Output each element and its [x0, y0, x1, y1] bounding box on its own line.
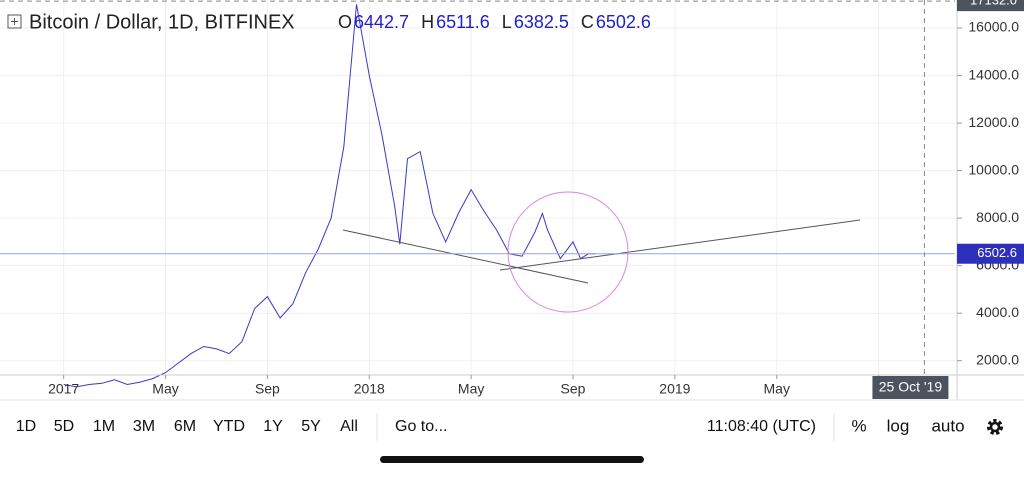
x-tick-label: May: [458, 381, 484, 397]
range-button[interactable]: 1D: [16, 418, 36, 435]
expand-icon[interactable]: [7, 14, 22, 29]
clock: 11:08:40 (UTC): [707, 418, 816, 435]
ohlc-label: L: [502, 12, 512, 32]
ohlc-value: 6502.6: [596, 12, 651, 32]
x-tick-label: May: [764, 381, 790, 397]
range-button[interactable]: 1Y: [263, 418, 283, 435]
x-tick-label: Sep: [255, 381, 280, 397]
ohlc-value: 6511.6: [436, 12, 490, 32]
ohlc-label: H: [421, 12, 434, 32]
settings-icon: [987, 419, 1003, 435]
crosshair-price-box: [957, 0, 1024, 12]
x-tick-label: 2018: [354, 381, 385, 397]
x-tick-label: May: [152, 381, 178, 397]
ohlc-value: 6442.7: [354, 12, 409, 32]
crosshair-date-box: [872, 376, 949, 399]
y-tick-label: 2000.0: [976, 351, 1019, 367]
y-tick-label: 16000.0: [968, 19, 1019, 35]
range-button[interactable]: All: [340, 418, 358, 435]
ohlc-value: 6382.5: [514, 12, 569, 32]
scale-option[interactable]: auto: [931, 416, 964, 435]
scale-option[interactable]: log: [887, 416, 910, 435]
x-tick-label: 2019: [659, 381, 690, 397]
trend-line: [342, 229, 589, 284]
last-price-label: 6502.6: [977, 245, 1017, 260]
range-button[interactable]: 1M: [93, 418, 115, 435]
range-button[interactable]: 5D: [54, 418, 74, 435]
plot-area: [0, 0, 955, 388]
range-button[interactable]: 5Y: [301, 418, 321, 435]
x-tick-label: 2017: [48, 381, 79, 397]
range-button[interactable]: 3M: [133, 418, 155, 435]
y-tick-label: 4000.0: [976, 304, 1019, 320]
y-tick-label: 12000.0: [968, 114, 1019, 130]
y-tick-label: 8000.0: [976, 209, 1019, 225]
y-tick-label: 14000.0: [968, 66, 1019, 82]
trend-line: [499, 219, 861, 271]
y-tick-label: 10000.0: [968, 161, 1019, 177]
price-line: [63, 4, 596, 388]
ohlc-label: O: [338, 12, 352, 32]
x-tick-label: Sep: [561, 381, 586, 397]
last-price-box: [957, 243, 1024, 264]
chart-title: Bitcoin / Dollar, 1D, BITFINEX: [29, 11, 295, 33]
home-indicator: [380, 456, 644, 463]
range-button[interactable]: 6M: [174, 418, 196, 435]
ohlc-label: C: [581, 12, 594, 32]
circle-annotation: [507, 191, 629, 313]
settings-icon[interactable]: [987, 419, 1003, 435]
goto-button[interactable]: Go to...: [395, 418, 447, 435]
crosshair-price-label: 17132.0: [970, 0, 1017, 8]
crosshair-date-label: 25 Oct '19: [879, 379, 943, 395]
scale-option[interactable]: %: [851, 416, 866, 435]
range-button[interactable]: YTD: [213, 418, 245, 435]
settings-icon: [989, 421, 1001, 433]
